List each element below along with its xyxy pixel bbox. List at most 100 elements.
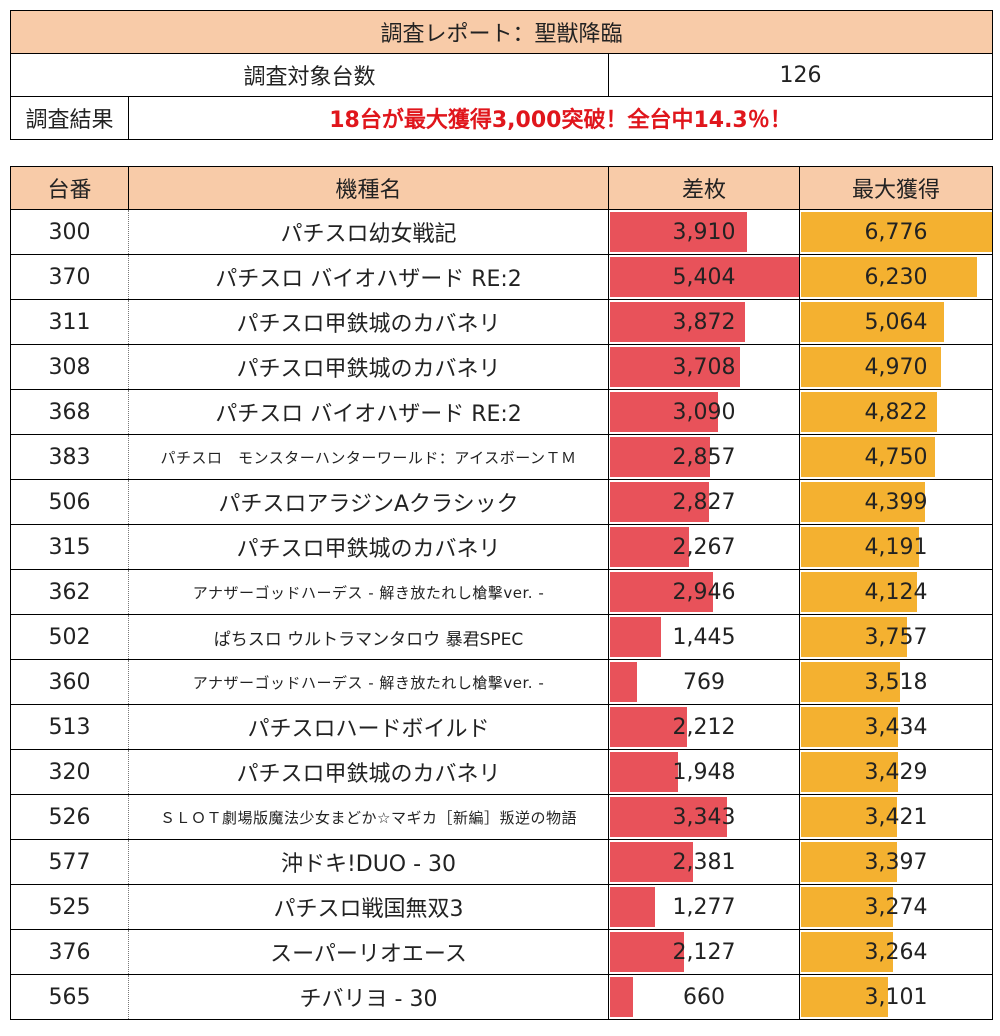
machine-name: パチスロ戦国無双3: [128, 884, 609, 930]
max-value: 4,124: [864, 579, 928, 605]
result-label: 調査結果: [10, 96, 129, 140]
max-cell: 5,064: [799, 299, 993, 345]
max-bar: [801, 752, 898, 792]
max-cell: 4,822: [799, 389, 993, 435]
max-bar: [801, 392, 937, 432]
diff-value: 3,090: [672, 399, 736, 425]
diff-value: 3,343: [672, 804, 736, 830]
max-bar: [801, 887, 893, 927]
table-row: 513 パチスロハードボイルド 2,212 3,434: [10, 704, 993, 750]
diff-bar: [610, 887, 655, 927]
diff-bar: [610, 212, 747, 252]
diff-value: 2,946: [672, 579, 736, 605]
diff-cell: 1,948: [608, 749, 800, 795]
machine-number: 370: [10, 254, 129, 300]
max-bar: [801, 797, 897, 837]
max-value: 3,397: [864, 849, 928, 875]
max-cell: 3,429: [799, 749, 993, 795]
diff-bar: [610, 707, 687, 747]
table-row: 376 スーパーリオエース 2,127 3,264: [10, 929, 993, 975]
diff-value: 660: [683, 984, 725, 1010]
diff-value: 2,127: [672, 939, 736, 965]
max-cell: 3,421: [799, 794, 993, 840]
machine-number: 506: [10, 479, 129, 525]
col-header-max: 最大獲得: [799, 166, 993, 210]
machine-name: 沖ドキ!DUO - 30: [128, 839, 609, 885]
machine-number: 525: [10, 884, 129, 930]
diff-cell: 2,857: [608, 434, 800, 480]
diff-bar: [610, 302, 745, 342]
table-row: 315 パチスロ甲鉄城のカバネリ 2,267 4,191: [10, 524, 993, 570]
machine-number: 513: [10, 704, 129, 750]
max-value: 3,434: [864, 714, 928, 740]
diff-value: 769: [683, 669, 725, 695]
diff-bar: [610, 482, 709, 522]
result-text: 18台が最大獲得3,000突破！全台中14.3％！: [127, 96, 994, 140]
diff-value: 5,404: [672, 264, 736, 290]
max-bar: [801, 347, 941, 387]
max-cell: 4,970: [799, 344, 993, 390]
count-label: 調査対象台数: [10, 53, 609, 97]
machine-number: 308: [10, 344, 129, 390]
max-bar: [801, 527, 919, 567]
max-cell: 4,399: [799, 479, 993, 525]
diff-value: 2,827: [672, 489, 736, 515]
max-value: 4,399: [864, 489, 928, 515]
machine-name: アナザーゴッドハーデス - 解き放たれし槍撃ver. -: [128, 569, 609, 615]
diff-cell: 660: [608, 974, 800, 1020]
diff-bar: [610, 932, 684, 972]
diff-cell: 2,212: [608, 704, 800, 750]
max-bar: [801, 842, 897, 882]
max-value: 4,750: [864, 444, 928, 470]
table-row: 308 パチスロ甲鉄城のカバネリ 3,708 4,970: [10, 344, 993, 390]
max-value: 6,230: [864, 264, 928, 290]
max-value: 6,776: [864, 219, 928, 245]
max-cell: 3,757: [799, 614, 993, 660]
machine-name: パチスロ モンスターハンターワールド：アイスボーンＴＭ: [128, 434, 609, 480]
max-value: 3,421: [864, 804, 928, 830]
diff-bar: [610, 752, 678, 792]
max-bar: [801, 212, 992, 252]
machine-number: 311: [10, 299, 129, 345]
machine-name: ぱちスロ ウルトラマンタロウ 暴君SPEC: [128, 614, 609, 660]
diff-cell: 3,090: [608, 389, 800, 435]
col-header-number: 台番: [10, 166, 129, 210]
diff-cell: 2,127: [608, 929, 800, 975]
diff-bar: [610, 662, 637, 702]
max-bar: [801, 482, 925, 522]
machine-number: 565: [10, 974, 129, 1020]
diff-cell: 3,343: [608, 794, 800, 840]
machine-number: 577: [10, 839, 129, 885]
col-header-diff: 差枚: [608, 166, 800, 210]
machine-name: パチスロ幼女戦記: [128, 209, 609, 255]
max-value: 4,822: [864, 399, 928, 425]
machine-number: 502: [10, 614, 129, 660]
count-value: 126: [607, 53, 994, 97]
diff-value: 2,267: [672, 534, 736, 560]
table-row: 383 パチスロ モンスターハンターワールド：アイスボーンＴＭ 2,857 4,750: [10, 434, 993, 480]
machine-name: アナザーゴッドハーデス - 解き放たれし槍撃ver. -: [128, 659, 609, 705]
diff-cell: 2,267: [608, 524, 800, 570]
report-title: 調査レポート：聖獣降臨: [9, 10, 994, 54]
table-row: 526 ＳＬＯＴ劇場版魔法少女まどか☆マギカ［新編］叛逆の物語 3,343 3,421: [10, 794, 993, 840]
max-value: 3,757: [864, 624, 928, 650]
diff-value: 3,910: [672, 219, 736, 245]
diff-bar: [610, 437, 710, 477]
machine-name: チバリヨ - 30: [128, 974, 609, 1020]
table-row: 311 パチスロ甲鉄城のカバネリ 3,872 5,064: [10, 299, 993, 345]
table-row: 506 パチスロアラジンAクラシック 2,827 4,399: [10, 479, 993, 525]
diff-bar: [610, 977, 633, 1017]
max-cell: 3,101: [799, 974, 993, 1020]
col-header-name: 機種名: [128, 166, 609, 210]
diff-bar: [610, 617, 661, 657]
diff-cell: 2,381: [608, 839, 800, 885]
ranking-table: 台番 機種名 差枚 最大獲得 300 パチスロ幼女戦記 3,910 6,776 370 パ…: [10, 166, 993, 1020]
diff-value: 3,708: [672, 354, 736, 380]
machine-number: 383: [10, 434, 129, 480]
max-bar: [801, 662, 900, 702]
diff-cell: 2,946: [608, 569, 800, 615]
machine-number: 360: [10, 659, 129, 705]
max-value: 5,064: [864, 309, 928, 335]
max-value: 4,970: [864, 354, 928, 380]
table-row: 577 沖ドキ!DUO - 30 2,381 3,397: [10, 839, 993, 885]
